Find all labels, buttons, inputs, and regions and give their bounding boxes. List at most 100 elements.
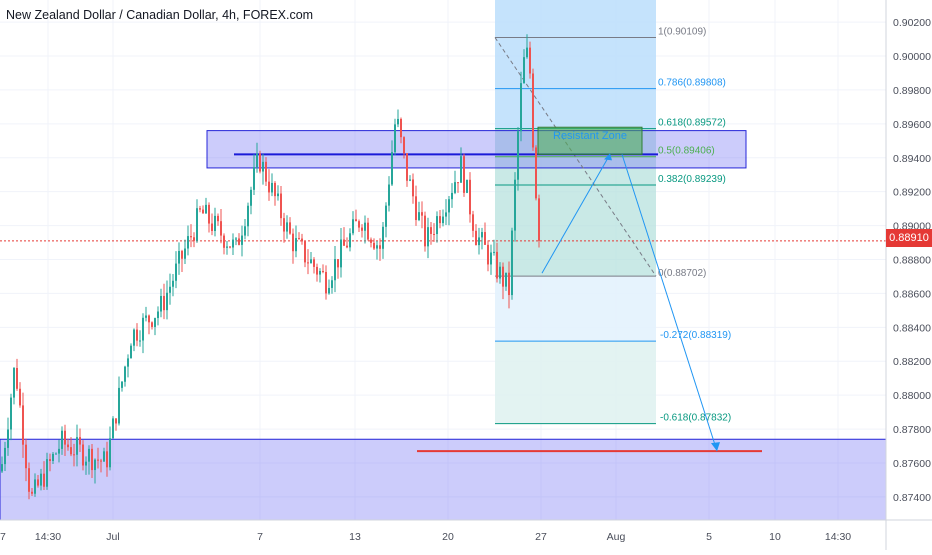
candle-body: [229, 246, 231, 248]
candle-body: [82, 444, 84, 466]
candle-body: [499, 266, 501, 279]
candle-body: [493, 251, 495, 253]
candle-body: [373, 242, 375, 249]
candle-body: [187, 236, 189, 249]
candle-body: [349, 233, 351, 248]
candle-body: [322, 270, 324, 272]
candle-body: [175, 263, 177, 281]
candle-body: [424, 215, 426, 247]
candle-body: [64, 430, 66, 445]
candle-body: [316, 266, 318, 275]
candle-body: [226, 246, 228, 248]
candle-body: [298, 238, 300, 240]
candle-body: [421, 212, 423, 216]
candle-body: [37, 479, 39, 486]
candle-body: [496, 251, 498, 279]
y-tick-label: 0.90000: [893, 51, 931, 63]
candle-body: [271, 182, 273, 193]
candle-body: [538, 198, 540, 241]
fib-zone-lower: [495, 276, 656, 342]
candle-body: [277, 193, 279, 197]
candle-body: [328, 287, 330, 294]
candle-body: [148, 315, 150, 323]
candle-body: [4, 447, 6, 465]
candle-body: [76, 437, 78, 455]
zone-upper: [206, 130, 747, 169]
candle-body: [433, 233, 435, 235]
candle-body: [409, 179, 411, 181]
candle-body: [418, 212, 420, 221]
candle-body: [196, 208, 198, 241]
candle-body: [238, 238, 240, 245]
candle-body: [94, 459, 96, 471]
candle-body: [295, 238, 297, 252]
candle-body: [211, 223, 213, 231]
candle-body: [406, 153, 408, 181]
candle-body: [7, 429, 9, 448]
candle-body: [256, 153, 258, 168]
fib-level-label: 0.5(0.89406): [658, 146, 715, 157]
candle-body: [301, 238, 303, 242]
candle-body: [274, 182, 276, 197]
candle-body: [526, 47, 528, 58]
fib-level-label: 0.618(0.89572): [658, 118, 726, 129]
candle-body: [535, 147, 537, 199]
candle-body: [241, 235, 243, 245]
x-tick-label: 14:30: [825, 531, 851, 543]
candle-body: [412, 179, 414, 197]
candle-body: [448, 199, 450, 213]
candle-body: [130, 345, 132, 359]
candle-body: [415, 196, 417, 221]
candle-body: [478, 237, 480, 246]
candle-body: [427, 227, 429, 247]
candle-body: [160, 295, 162, 312]
candle-body: [460, 156, 462, 183]
candle-body: [70, 447, 72, 455]
candle-body: [361, 227, 363, 231]
candle-body: [382, 226, 384, 249]
candle-body: [442, 216, 444, 224]
candle-body: [346, 245, 348, 248]
candle-body: [79, 437, 81, 445]
candle-body: [472, 214, 474, 231]
candle-body: [403, 137, 405, 154]
candle-body: [133, 329, 135, 346]
resistant-zone-label: Resistant Zone: [553, 130, 627, 142]
candle-body: [1, 464, 3, 472]
candle-body: [313, 259, 315, 267]
candle-body: [121, 381, 123, 388]
candle-body: [232, 239, 234, 248]
candle-body: [16, 367, 18, 389]
candle-body: [505, 272, 507, 287]
fib-trendline: [494, 37, 657, 277]
candle-body: [184, 248, 186, 259]
candle-body: [172, 280, 174, 287]
candle-body: [445, 212, 447, 217]
candle-body: [193, 237, 195, 241]
candle-body: [325, 271, 327, 294]
candle-body: [454, 182, 456, 193]
candle-body: [115, 418, 117, 424]
candle-body: [205, 204, 207, 214]
candle-body: [304, 241, 306, 263]
candle-body: [451, 192, 453, 200]
chart-title: New Zealand Dollar / Canadian Dollar, 4h…: [6, 8, 314, 22]
candle-body: [319, 270, 321, 275]
candle-body: [400, 118, 402, 138]
candle-body: [118, 387, 120, 424]
y-tick-label: 0.87600: [893, 458, 931, 470]
y-tick-label: 0.88600: [893, 288, 931, 300]
candle-body: [178, 250, 180, 264]
candle-body: [463, 156, 465, 193]
candle-body: [214, 215, 216, 231]
candle-body: [49, 459, 51, 461]
arrow-head-up: [604, 153, 612, 161]
candle-body: [370, 239, 372, 243]
candle-body: [109, 438, 111, 468]
candle-body: [46, 459, 48, 487]
candle-body: [34, 479, 36, 494]
candle-body: [163, 295, 165, 311]
candle-body: [91, 448, 93, 471]
candle-body: [262, 161, 264, 172]
candle-body: [223, 235, 225, 248]
